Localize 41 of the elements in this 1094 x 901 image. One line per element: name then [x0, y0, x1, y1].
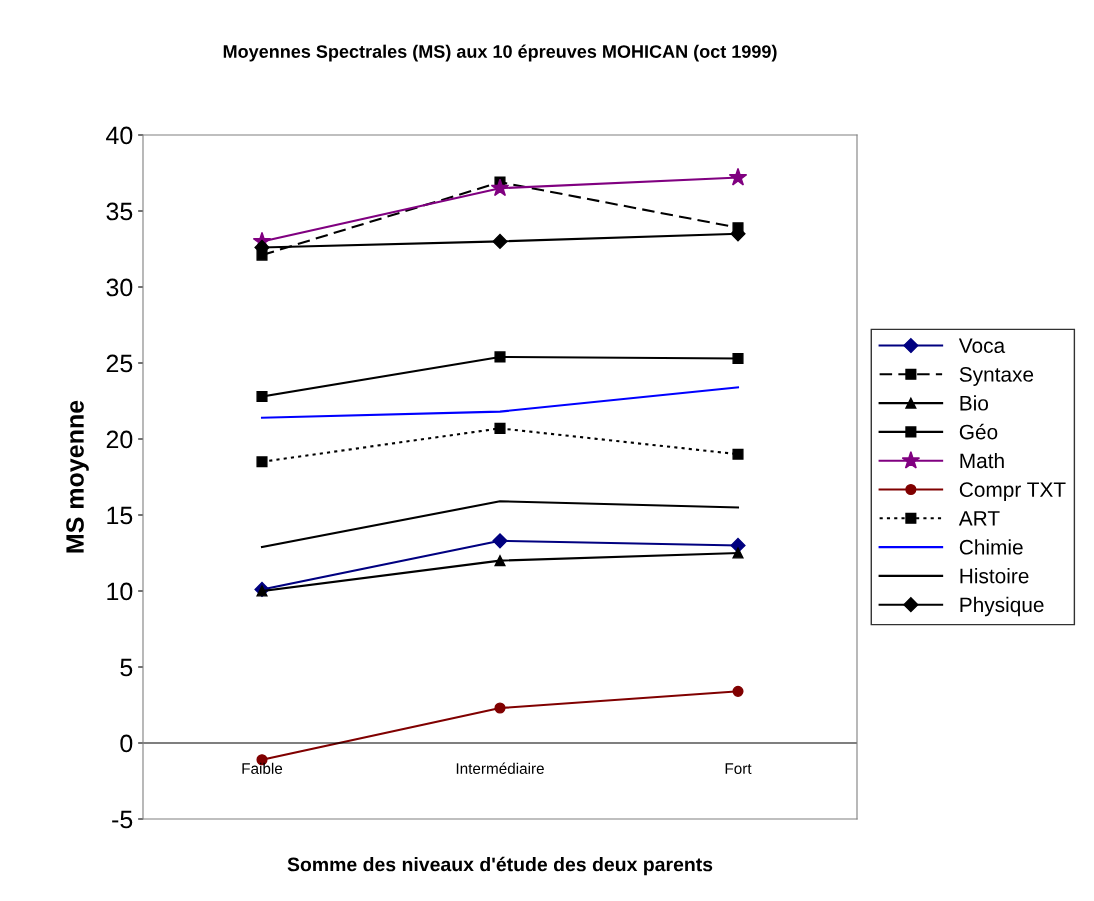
point	[732, 352, 744, 364]
point	[256, 456, 268, 468]
y-tick-label: 10	[107, 582, 133, 601]
point	[732, 547, 744, 559]
y-tick-label: -5	[112, 810, 133, 829]
point	[730, 537, 746, 553]
point	[256, 390, 268, 402]
point	[494, 555, 506, 567]
point	[492, 533, 508, 549]
legend-label: Physique	[960, 596, 1044, 617]
point	[494, 351, 506, 363]
y-tick-label: 35	[106, 202, 133, 221]
x-tick-label: Intermédiaire	[456, 762, 544, 774]
y-tick-label: 5	[120, 658, 133, 677]
legend-label: Syntaxe	[959, 367, 1034, 386]
legend-label: Math	[960, 452, 1004, 469]
legend-label: Bio	[960, 395, 989, 411]
point	[490, 178, 510, 197]
legend-label: Voca	[958, 338, 1006, 354]
x-tick-label: Faible	[242, 762, 283, 774]
point	[732, 685, 744, 697]
point	[728, 167, 748, 186]
legend-label: Histoire	[960, 568, 1029, 584]
legend-label: Géo	[959, 423, 998, 440]
chart-title: Moyennes Spectrales (MS) aux 10 épreuves MOHICAN (oct 1999)	[223, 44, 777, 62]
y-tick-label: 0	[120, 734, 133, 753]
x-tick-label: Fort	[725, 763, 752, 774]
point	[732, 448, 744, 460]
point	[494, 422, 506, 434]
y-tick-label: 25	[106, 354, 133, 373]
legend-label: ART	[958, 511, 1000, 526]
x-axis-title: Somme des niveaux d'étude des deux parents	[287, 856, 713, 876]
y-tick-label: 20	[106, 430, 133, 449]
legend-label: Chimie	[959, 539, 1023, 555]
legend-label: Compr TXT	[959, 482, 1066, 502]
y-tick-label: 15	[107, 506, 133, 525]
point	[494, 702, 506, 714]
y-tick-label: 30	[106, 278, 133, 297]
y-tick-label: 40	[106, 126, 133, 145]
y-axis-title: MS moyenne	[66, 400, 89, 553]
point	[492, 233, 508, 249]
